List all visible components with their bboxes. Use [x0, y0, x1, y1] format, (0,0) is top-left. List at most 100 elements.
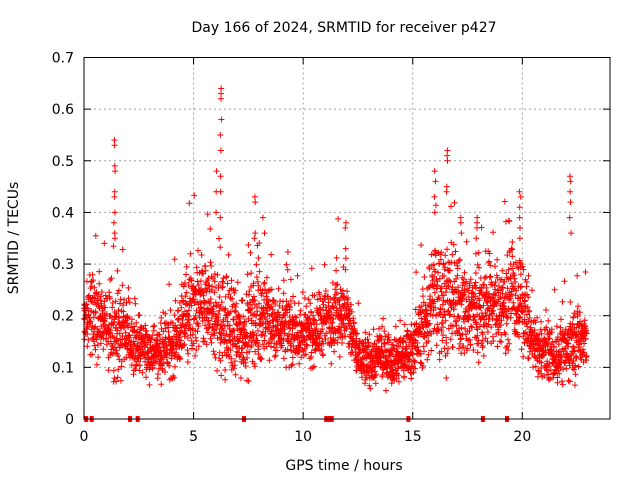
- data-point: [420, 293, 426, 300]
- data-point: [333, 254, 340, 261]
- data-point: [217, 214, 224, 221]
- data-point: [436, 275, 443, 282]
- data-point: [211, 351, 218, 358]
- data-point: [474, 326, 481, 333]
- data-point: [546, 376, 552, 383]
- data-point: [95, 354, 102, 361]
- data-point: [322, 288, 329, 294]
- data-point: [155, 371, 161, 377]
- data-point: [306, 315, 313, 322]
- data-point: [181, 327, 188, 334]
- data-point: [543, 339, 550, 346]
- data-point: [339, 320, 346, 327]
- data-point: [523, 279, 530, 285]
- data-point: [195, 323, 202, 329]
- data-point: [410, 351, 416, 358]
- data-point: [501, 278, 508, 285]
- data-point: [97, 293, 104, 300]
- data-point: [472, 270, 479, 276]
- data-point: [286, 324, 293, 331]
- data-point: [102, 304, 109, 311]
- data-point: [232, 371, 239, 378]
- data-point: [111, 137, 118, 144]
- data-point: [112, 298, 119, 305]
- data-point: [567, 199, 574, 206]
- data-point: [329, 279, 336, 286]
- data-point: [466, 280, 473, 287]
- data-point: [402, 346, 409, 353]
- data-point: [363, 374, 370, 381]
- data-point: [330, 304, 337, 311]
- data-point: [190, 296, 197, 302]
- data-point: [330, 316, 337, 322]
- data-point: [406, 342, 413, 348]
- data-point: [373, 371, 380, 378]
- data-point: [395, 343, 402, 350]
- data-point: [574, 272, 581, 279]
- data-point: [444, 147, 451, 154]
- data-point: [226, 322, 233, 329]
- data-point: [193, 337, 200, 344]
- data-point: [207, 259, 214, 266]
- data-point: [185, 282, 192, 288]
- data-point: [210, 275, 217, 282]
- data-point: [490, 229, 497, 236]
- data-point: [427, 293, 434, 300]
- data-point: [411, 358, 418, 365]
- data-point: [323, 318, 330, 325]
- data-point: [516, 188, 523, 195]
- data-point: [280, 355, 287, 362]
- data-point: [378, 336, 385, 343]
- data-point: [256, 300, 262, 307]
- data-point: [131, 295, 138, 302]
- data-point: [559, 381, 566, 388]
- data-point: [316, 291, 323, 298]
- data-point: [519, 263, 526, 270]
- data-point: [531, 327, 538, 334]
- data-point: [211, 278, 218, 285]
- data-point: [348, 301, 354, 308]
- data-point: [447, 311, 454, 318]
- data-point: [119, 282, 126, 289]
- data-point: [460, 343, 467, 349]
- data-point: [230, 365, 237, 372]
- data-point: [237, 319, 244, 326]
- data-point: [217, 173, 224, 180]
- data-point: [204, 329, 211, 336]
- data-point: [489, 315, 496, 322]
- data-point: [177, 355, 184, 362]
- data-point: [275, 309, 282, 316]
- data-point: [272, 331, 279, 338]
- data-point: [288, 347, 295, 354]
- data-point: [452, 248, 459, 255]
- data-point: [501, 198, 508, 205]
- data-point: [470, 347, 477, 353]
- data-point: [520, 266, 527, 273]
- data-point: [492, 292, 499, 299]
- data-point: [425, 338, 432, 345]
- data-point: [229, 296, 236, 302]
- data-point: [456, 345, 462, 352]
- data-point: [208, 339, 215, 346]
- data-point: [567, 173, 573, 180]
- data-point: [549, 339, 556, 346]
- data-point: [113, 310, 120, 317]
- data-point: [266, 357, 273, 364]
- data-point: [195, 343, 202, 350]
- data-point: [245, 339, 252, 346]
- data-point: [311, 292, 318, 299]
- data-point: [111, 188, 118, 195]
- data-point: [183, 271, 189, 278]
- data-point: [252, 348, 258, 355]
- data-point: [526, 314, 533, 321]
- data-point: [517, 315, 523, 321]
- data-point: [207, 226, 214, 232]
- data-point: [356, 350, 363, 357]
- data-point: [216, 294, 223, 300]
- data-point: [93, 361, 100, 368]
- data-point: [432, 304, 439, 311]
- data-point: [517, 300, 524, 306]
- data-point: [413, 269, 420, 276]
- data-point: [580, 349, 587, 356]
- data-point: [204, 211, 211, 218]
